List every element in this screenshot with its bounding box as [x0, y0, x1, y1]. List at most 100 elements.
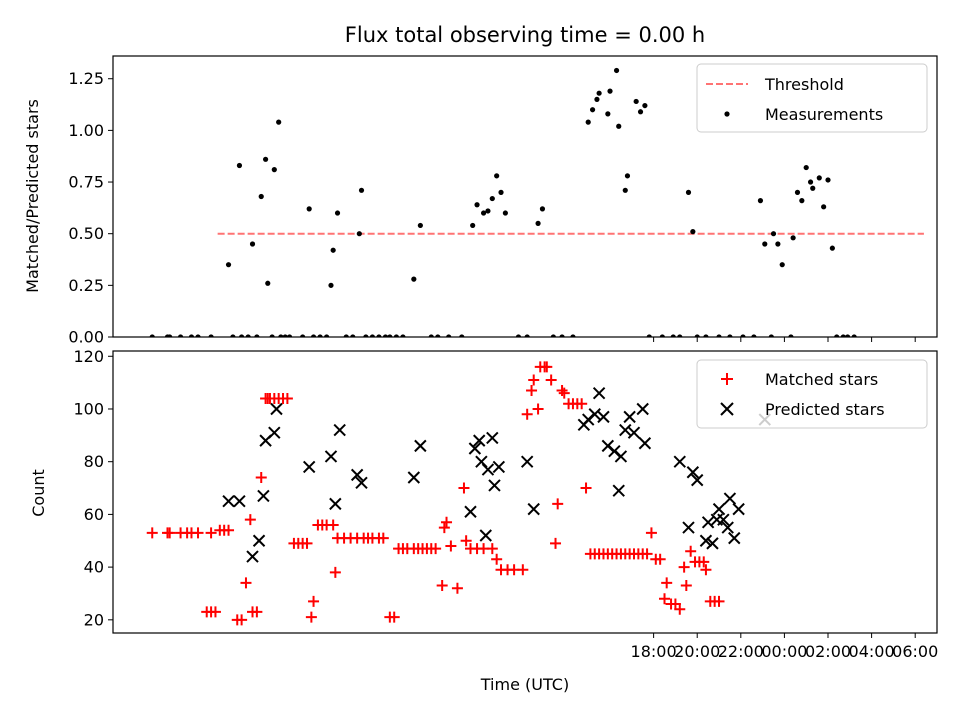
matched-stars-point	[517, 564, 529, 576]
measurements-point	[762, 241, 768, 247]
bottom-legend: Matched stars Predicted stars	[696, 359, 928, 429]
measurements-point	[225, 262, 232, 268]
measurements-point	[369, 334, 376, 337]
matched-stars-point	[645, 527, 657, 539]
top-y-tick-label: 0.75	[68, 173, 104, 192]
top-axes-frame	[112, 55, 938, 338]
measurements-point	[502, 210, 508, 216]
predicted-stars-point	[701, 516, 715, 529]
matched-stars-point	[430, 543, 442, 555]
matched-stars-point	[659, 593, 671, 605]
matched-stars-point	[388, 611, 400, 623]
measurements-point	[400, 334, 406, 337]
top-y-tick-label: 1.00	[68, 121, 104, 140]
matched-stars-point	[532, 403, 544, 415]
legend-measurements-dot-icon	[724, 111, 730, 117]
x-tick-label: 02:00	[805, 642, 851, 661]
matched-stars-point	[685, 545, 697, 557]
matched-stars-point	[545, 374, 557, 386]
measurements-point	[208, 334, 214, 337]
measurements-point	[470, 222, 476, 229]
matched-stars-point	[329, 566, 341, 578]
bottom-y-tick-label: 100	[73, 399, 104, 418]
measurements-point	[613, 67, 620, 74]
matched-stars-point	[327, 519, 339, 531]
matched-stars-point	[528, 374, 540, 386]
matched-stars-point	[713, 595, 725, 607]
top-chart-title: Flux total observing time = 0.00 h	[345, 23, 705, 47]
measurements-point	[363, 334, 369, 337]
measurements-point	[474, 202, 480, 208]
predicted-stars-point	[222, 495, 235, 508]
measurements-point	[262, 156, 269, 162]
top-plot-area	[149, 67, 924, 337]
predicted-stars-point	[588, 408, 601, 421]
measurements-point	[768, 334, 774, 337]
measurements-point	[633, 98, 639, 105]
legend-predicted-x-icon	[720, 402, 734, 416]
matched-stars-point	[698, 556, 710, 568]
measurements-point	[670, 334, 676, 337]
predicted-stars-point	[597, 410, 610, 424]
top-legend-box	[696, 63, 928, 133]
predicted-stars-point	[355, 476, 368, 489]
measurements-point	[239, 334, 245, 337]
measurements-point	[799, 198, 805, 204]
measurements-point	[310, 334, 317, 337]
measurements-point	[459, 334, 465, 337]
measurements-point	[480, 210, 487, 216]
measurements-point	[524, 334, 530, 337]
top-y-tick-label: 0.00	[68, 328, 104, 347]
measurements-point	[775, 241, 781, 247]
measurements-point	[740, 334, 746, 337]
predicted-stars-point	[479, 529, 492, 542]
bottom-y-tick-label: 80	[84, 452, 104, 471]
matched-stars-point	[205, 527, 217, 539]
matched-stars-point	[255, 472, 267, 484]
measurements-point	[585, 119, 591, 125]
measurements-point	[794, 189, 801, 195]
measurements-point	[550, 334, 556, 337]
measurements-point	[494, 173, 500, 179]
measurements-point	[230, 334, 236, 337]
measurements-point	[245, 334, 251, 337]
measurements-point	[411, 276, 417, 282]
top-y-tick-label: 0.50	[68, 224, 104, 243]
measurements-point	[358, 187, 365, 193]
matched-stars-point	[251, 606, 263, 618]
matched-stars-point	[441, 516, 453, 528]
predicted-stars-point	[268, 426, 281, 439]
measurements-point	[840, 334, 846, 337]
measurements-point	[195, 334, 201, 337]
bottom-plot-area	[146, 361, 771, 626]
predicted-stars-point	[592, 386, 606, 400]
measurements-point	[790, 235, 796, 241]
measurements-point	[306, 206, 312, 212]
measurements-point	[498, 189, 504, 195]
matched-stars-point	[377, 532, 389, 544]
measurements-point	[821, 204, 827, 210]
measurements-point	[258, 193, 264, 200]
matched-stars-point	[654, 553, 666, 565]
bottom-legend-box	[696, 359, 928, 429]
bottom-y-tick-label: 40	[84, 558, 104, 577]
predicted-stars-point	[721, 521, 734, 534]
measurements-point	[356, 231, 362, 237]
measurements-point	[236, 162, 243, 169]
matched-stars-point	[558, 387, 570, 399]
matched-stars-point	[700, 564, 712, 576]
measurements-point	[177, 334, 184, 337]
matched-stars-point	[521, 408, 533, 420]
measurements-point	[570, 334, 576, 337]
matched-stars-point	[308, 595, 320, 607]
measurements-point	[286, 334, 293, 337]
predicted-stars-point	[636, 402, 649, 416]
matched-stars-point	[674, 603, 686, 615]
measurements-point	[271, 167, 277, 173]
x-tick-label: 00:00	[761, 642, 807, 661]
predicted-stars-point	[252, 534, 266, 547]
top-y-axis: 0.00 0.25 0.50 0.75 1.00 1.25	[68, 69, 113, 347]
predicted-stars-point	[728, 531, 741, 545]
predicted-stars-point	[414, 439, 427, 453]
